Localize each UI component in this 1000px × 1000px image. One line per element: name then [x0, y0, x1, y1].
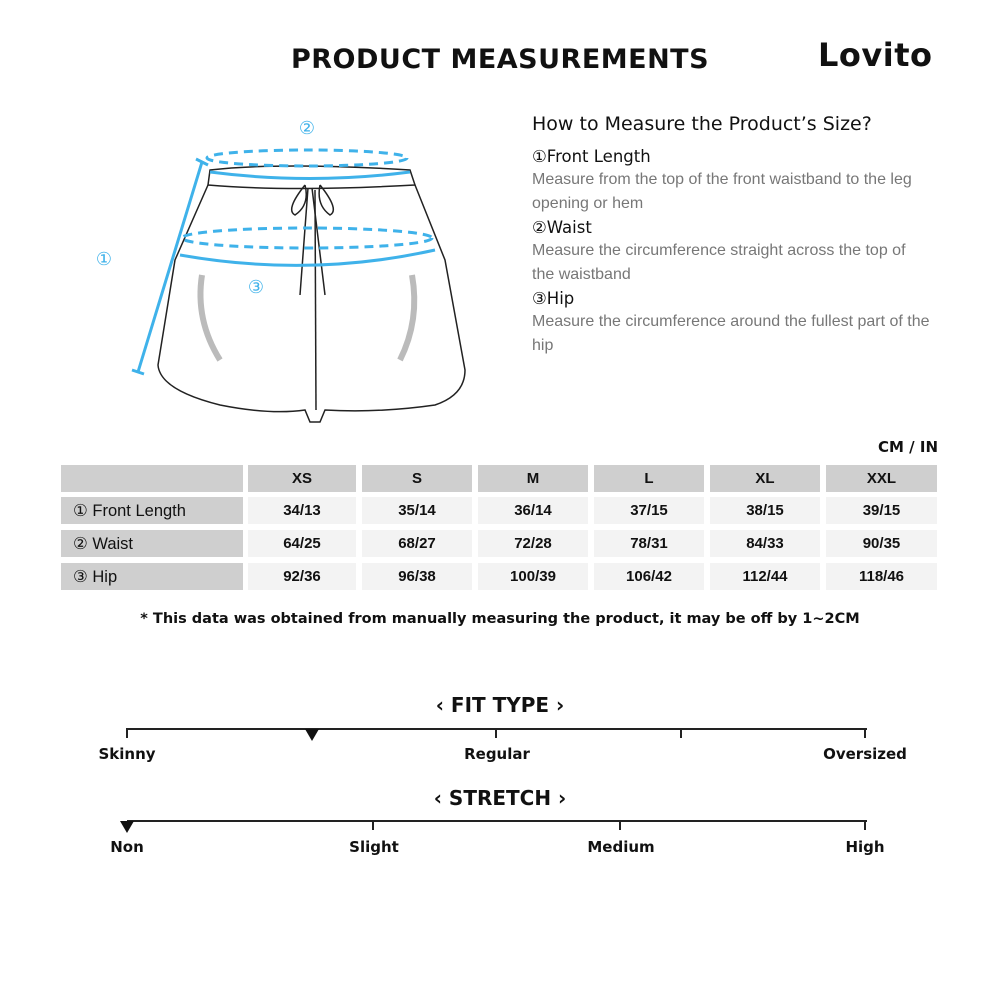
front-length-marker: ① — [96, 249, 112, 270]
guide-item-desc: Measure from the top of the front waistb… — [532, 171, 912, 212]
hip-marker: ③ — [248, 277, 264, 298]
guide-item-desc: Measure the circumference straight acros… — [532, 242, 906, 283]
stretch-marker — [120, 821, 134, 833]
table-cell: 37/15 — [594, 497, 704, 524]
table-cell: 68/27 — [362, 530, 472, 557]
fit-type-title: ‹ FIT TYPE › — [435, 693, 565, 717]
scale-tick — [864, 728, 866, 738]
table-cell: 118/46 — [826, 563, 937, 590]
scale-tick — [126, 728, 128, 738]
size-header: S — [362, 465, 472, 492]
size-header: XL — [710, 465, 820, 492]
waist-marker: ② — [299, 118, 315, 139]
table-cell: 112/44 — [710, 563, 820, 590]
row-label: ③ Hip — [61, 563, 243, 590]
guide-item-name: ③Hip — [532, 289, 575, 308]
table-cell: 96/38 — [362, 563, 472, 590]
size-header: L — [594, 465, 704, 492]
table-cell: 35/14 — [362, 497, 472, 524]
page-title: PRODUCT MEASUREMENTS — [290, 44, 710, 75]
stretch-label: Slight — [349, 838, 399, 856]
stretch-label: High — [845, 838, 885, 856]
table-cell: 38/15 — [710, 497, 820, 524]
table-cell: 78/31 — [594, 530, 704, 557]
table-cell: 84/33 — [710, 530, 820, 557]
table-cell: 72/28 — [478, 530, 588, 557]
guide-item-desc: Measure the circumference around the ful… — [532, 313, 930, 354]
stretch-label: Non — [110, 838, 144, 856]
size-header: XXL — [826, 465, 937, 492]
guide-item-name: ②Waist — [532, 218, 592, 237]
scale-tick — [619, 820, 621, 830]
fit-type-scale — [127, 728, 867, 730]
row-label: ① Front Length — [61, 497, 243, 524]
stretch-title: ‹ STRETCH › — [433, 786, 567, 810]
scale-tick — [864, 820, 866, 830]
fit-label: Regular — [464, 745, 530, 763]
guide-item-name: ①Front Length — [532, 147, 651, 166]
table-cell: 92/36 — [248, 563, 356, 590]
table-cell: 100/39 — [478, 563, 588, 590]
fit-type-marker — [304, 729, 319, 741]
scale-tick — [372, 820, 374, 830]
table-cell: 106/42 — [594, 563, 704, 590]
unit-label: CM / IN — [878, 438, 938, 456]
guide-heading: How to Measure the Product’s Size? — [532, 113, 872, 135]
table-cell: 39/15 — [826, 497, 937, 524]
measurement-note: * This data was obtained from manually m… — [140, 611, 860, 627]
size-header: M — [478, 465, 588, 492]
stretch-scale — [127, 820, 867, 822]
brand-logo: Lovito — [818, 36, 933, 74]
row-label: ② Waist — [61, 530, 243, 557]
stretch-label: Medium — [587, 838, 655, 856]
table-cell: 64/25 — [248, 530, 356, 557]
table-cell: 90/35 — [826, 530, 937, 557]
fit-label: Oversized — [823, 745, 907, 763]
scale-tick — [495, 728, 497, 738]
fit-label: Skinny — [98, 745, 156, 763]
shorts-diagram: ② ① ③ — [96, 118, 466, 423]
table-cell: 34/13 — [248, 497, 356, 524]
scale-tick — [680, 728, 682, 738]
size-header: XS — [248, 465, 356, 492]
table-corner — [61, 465, 243, 492]
table-cell: 36/14 — [478, 497, 588, 524]
